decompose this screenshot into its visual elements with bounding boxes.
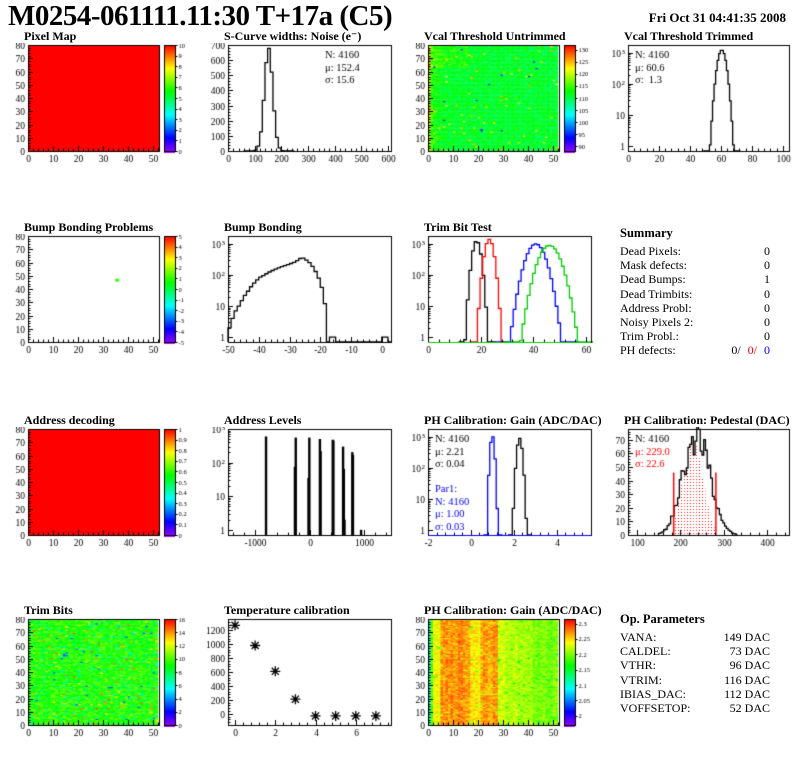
- chart-title: Bump Bonding: [224, 220, 302, 234]
- panel-vcal-trimmed: Vcal Threshold Trimmed: [602, 30, 796, 170]
- summary-row: Mask defects: 0: [620, 258, 770, 273]
- ph-defects-black: 0/: [731, 343, 741, 358]
- chart-title: Trim Bit Test: [424, 220, 492, 234]
- panel-vcal-untrimmed: Vcal Threshold Untrimmed: [402, 30, 598, 170]
- op-parameter-row: VANA: 149 DAC: [620, 630, 770, 644]
- summary-row: Trim Probl.: 0: [620, 329, 770, 344]
- summary-row: Address Probl: 0: [620, 300, 770, 315]
- summary-row-ph-defects: PH defects: 0/0/0: [620, 343, 770, 358]
- chart-title: PH Calibration: Pedestal (DAC): [624, 413, 790, 427]
- ph-gain-hist-canvas: [402, 427, 598, 551]
- panel-bump-problems: Bump Bonding Problems: [2, 221, 198, 361]
- ph-gain-map-canvas: [402, 617, 598, 741]
- pixel-map-canvas: [2, 43, 198, 167]
- op-parameter-row: CALDEL: 73 DAC: [620, 644, 770, 659]
- panel-bump-bonding: Bump Bonding: [202, 221, 398, 361]
- panel-pixel-map: Pixel Map: [2, 30, 198, 170]
- op-parameters-title: Op. Parameters: [620, 612, 705, 626]
- ph-defects-blue: 0: [764, 343, 770, 358]
- ph-defects-red: 0/: [747, 343, 757, 358]
- op-parameter-row: VOFFSETOP: 52 DAC: [620, 701, 770, 716]
- panel-op-parameters: Op. Parameters VANA: 149 DAC CALDEL: 73 DA…: [620, 612, 770, 715]
- panel-summary: Summary Dead Pixels: 0 Mask defects: 0 Dea…: [620, 226, 770, 358]
- panel-ph-gain-hist: PH Calibration: Gain (ADC/DAC): [402, 413, 602, 554]
- panel-temp-calibration: Temperature calibration: [202, 604, 398, 744]
- panel-ph-gain-map: PH Calibration: Gain (ADC/DAC): [402, 603, 602, 744]
- summary-row: Dead Bumps: 1: [620, 272, 770, 287]
- panel-address-decoding: Address decoding: [2, 414, 198, 554]
- chart-title: Address decoding: [24, 413, 115, 427]
- temp-calibration-canvas: [202, 617, 398, 741]
- chart-title: Vcal Threshold Untrimmed: [424, 29, 566, 43]
- summary-row: Dead Pixels: 0: [620, 244, 770, 258]
- chart-title: PH Calibration: Gain (ADC/DAC): [424, 413, 602, 427]
- summary-title: Summary: [620, 226, 673, 240]
- chart-title: S-Curve widths: Noise (e⁻): [224, 29, 362, 43]
- panel-ph-pedestal: PH Calibration: Pedestal (DAC): [602, 414, 796, 554]
- panel-address-levels: Address Levels: [202, 414, 398, 554]
- trim-bit-test-canvas: [402, 234, 598, 358]
- address-levels-canvas: [202, 427, 398, 551]
- op-parameter-row: VTRIM: 116 DAC: [620, 672, 770, 687]
- chart-title: Pixel Map: [24, 29, 77, 43]
- vcal-trimmed-canvas: [602, 43, 796, 167]
- bump-problems-canvas: [2, 234, 198, 358]
- chart-title: PH Calibration: Gain (ADC/DAC): [424, 603, 602, 617]
- ph-pedestal-canvas: [602, 427, 796, 551]
- trim-bits-canvas: [2, 617, 198, 741]
- panel-scurve-noise: S-Curve widths: Noise (e⁻): [202, 30, 398, 170]
- timestamp: Fri Oct 31 04:41:35 2008: [648, 10, 786, 25]
- panel-trim-bit-test: Trim Bit Test: [402, 221, 598, 361]
- address-decoding-canvas: [2, 427, 198, 551]
- summary-row: Dead Trimbits: 0: [620, 286, 770, 301]
- bump-bonding-canvas: [202, 234, 398, 358]
- chart-title: Vcal Threshold Trimmed: [624, 29, 754, 43]
- scurve-noise-canvas: [202, 43, 398, 167]
- page-title: M0254-061111.11:30 T+17a (C5): [8, 0, 393, 32]
- summary-row: Noisy Pixels 2: 0: [620, 315, 770, 330]
- op-parameter-row: IBIAS_DAC: 112 DAC: [620, 686, 770, 701]
- chart-title: Temperature calibration: [224, 603, 350, 617]
- vcal-untrimmed-canvas: [402, 43, 598, 167]
- op-parameter-row: VTHR: 96 DAC: [620, 658, 770, 673]
- chart-title: Address Levels: [224, 413, 302, 427]
- panel-trim-bits: Trim Bits: [2, 604, 198, 744]
- chart-title: Bump Bonding Problems: [24, 220, 154, 234]
- chart-title: Trim Bits: [24, 603, 73, 617]
